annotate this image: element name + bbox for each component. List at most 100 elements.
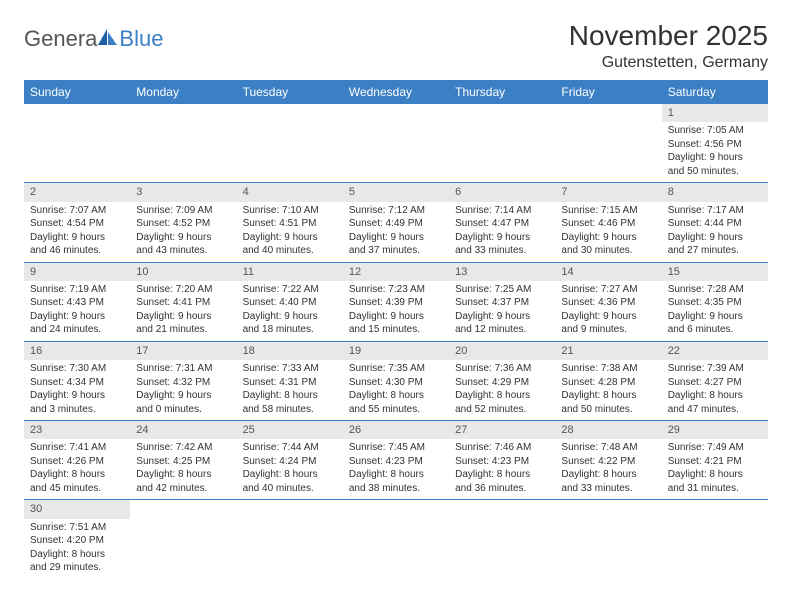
sunset-text: Sunset: 4:37 PM	[455, 296, 549, 310]
daylight-text: and 37 minutes.	[349, 244, 443, 258]
day-info: Sunrise: 7:23 AMSunset: 4:39 PMDaylight:…	[343, 281, 449, 341]
day-number: 14	[555, 263, 661, 281]
sunset-text: Sunset: 4:26 PM	[30, 455, 124, 469]
calendar-day-cell: 13Sunrise: 7:25 AMSunset: 4:37 PMDayligh…	[449, 262, 555, 341]
weekday-header: Wednesday	[343, 80, 449, 104]
calendar-day-cell: 11Sunrise: 7:22 AMSunset: 4:40 PMDayligh…	[237, 262, 343, 341]
daylight-text: and 31 minutes.	[668, 482, 762, 496]
calendar-day-cell	[237, 104, 343, 183]
calendar-day-cell	[662, 500, 768, 579]
calendar-day-cell: 6Sunrise: 7:14 AMSunset: 4:47 PMDaylight…	[449, 183, 555, 262]
day-info: Sunrise: 7:44 AMSunset: 4:24 PMDaylight:…	[237, 439, 343, 499]
daylight-text: and 55 minutes.	[349, 403, 443, 417]
day-info: Sunrise: 7:41 AMSunset: 4:26 PMDaylight:…	[24, 439, 130, 499]
sunset-text: Sunset: 4:34 PM	[30, 376, 124, 390]
daylight-text: Daylight: 9 hours	[136, 231, 230, 245]
calendar-day-cell	[449, 104, 555, 183]
calendar-day-cell	[24, 104, 130, 183]
sunrise-text: Sunrise: 7:41 AM	[30, 441, 124, 455]
daylight-text: and 38 minutes.	[349, 482, 443, 496]
calendar-day-cell	[130, 104, 236, 183]
calendar-week-row: 2Sunrise: 7:07 AMSunset: 4:54 PMDaylight…	[24, 183, 768, 262]
sunrise-text: Sunrise: 7:38 AM	[561, 362, 655, 376]
day-info: Sunrise: 7:07 AMSunset: 4:54 PMDaylight:…	[24, 202, 130, 262]
sunset-text: Sunset: 4:46 PM	[561, 217, 655, 231]
sunset-text: Sunset: 4:51 PM	[243, 217, 337, 231]
day-number: 29	[662, 421, 768, 439]
daylight-text: and 30 minutes.	[561, 244, 655, 258]
sunset-text: Sunset: 4:23 PM	[349, 455, 443, 469]
sunrise-text: Sunrise: 7:51 AM	[30, 521, 124, 535]
day-number: 13	[449, 263, 555, 281]
daylight-text: Daylight: 9 hours	[668, 231, 762, 245]
sunset-text: Sunset: 4:41 PM	[136, 296, 230, 310]
logo-sail-icon	[97, 27, 119, 52]
day-info: Sunrise: 7:36 AMSunset: 4:29 PMDaylight:…	[449, 360, 555, 420]
sunset-text: Sunset: 4:23 PM	[455, 455, 549, 469]
calendar-week-row: 23Sunrise: 7:41 AMSunset: 4:26 PMDayligh…	[24, 421, 768, 500]
day-info: Sunrise: 7:48 AMSunset: 4:22 PMDaylight:…	[555, 439, 661, 499]
calendar-day-cell	[555, 500, 661, 579]
daylight-text: Daylight: 9 hours	[561, 310, 655, 324]
day-number: 28	[555, 421, 661, 439]
sunrise-text: Sunrise: 7:42 AM	[136, 441, 230, 455]
day-number: 18	[237, 342, 343, 360]
sunrise-text: Sunrise: 7:44 AM	[243, 441, 337, 455]
daylight-text: Daylight: 9 hours	[136, 310, 230, 324]
calendar-day-cell: 24Sunrise: 7:42 AMSunset: 4:25 PMDayligh…	[130, 421, 236, 500]
day-info: Sunrise: 7:14 AMSunset: 4:47 PMDaylight:…	[449, 202, 555, 262]
weekday-header: Saturday	[662, 80, 768, 104]
daylight-text: and 45 minutes.	[30, 482, 124, 496]
sunset-text: Sunset: 4:22 PM	[561, 455, 655, 469]
day-number: 24	[130, 421, 236, 439]
weekday-header: Monday	[130, 80, 236, 104]
day-info: Sunrise: 7:17 AMSunset: 4:44 PMDaylight:…	[662, 202, 768, 262]
day-info: Sunrise: 7:12 AMSunset: 4:49 PMDaylight:…	[343, 202, 449, 262]
sunrise-text: Sunrise: 7:33 AM	[243, 362, 337, 376]
day-info: Sunrise: 7:45 AMSunset: 4:23 PMDaylight:…	[343, 439, 449, 499]
calendar-day-cell: 14Sunrise: 7:27 AMSunset: 4:36 PMDayligh…	[555, 262, 661, 341]
daylight-text: Daylight: 9 hours	[30, 231, 124, 245]
daylight-text: and 40 minutes.	[243, 482, 337, 496]
daylight-text: and 50 minutes.	[561, 403, 655, 417]
day-info: Sunrise: 7:25 AMSunset: 4:37 PMDaylight:…	[449, 281, 555, 341]
day-number: 19	[343, 342, 449, 360]
day-number: 2	[24, 183, 130, 201]
daylight-text: Daylight: 8 hours	[243, 468, 337, 482]
sunset-text: Sunset: 4:49 PM	[349, 217, 443, 231]
day-number: 16	[24, 342, 130, 360]
daylight-text: Daylight: 8 hours	[30, 548, 124, 562]
daylight-text: and 12 minutes.	[455, 323, 549, 337]
daylight-text: and 40 minutes.	[243, 244, 337, 258]
page: Genera Blue November 2025 Gutenstetten, …	[0, 0, 792, 599]
daylight-text: and 50 minutes.	[668, 165, 762, 179]
day-number: 26	[343, 421, 449, 439]
daylight-text: and 29 minutes.	[30, 561, 124, 575]
sunrise-text: Sunrise: 7:09 AM	[136, 204, 230, 218]
day-info: Sunrise: 7:28 AMSunset: 4:35 PMDaylight:…	[662, 281, 768, 341]
calendar-day-cell	[343, 500, 449, 579]
calendar-day-cell: 2Sunrise: 7:07 AMSunset: 4:54 PMDaylight…	[24, 183, 130, 262]
sunrise-text: Sunrise: 7:07 AM	[30, 204, 124, 218]
daylight-text: and 3 minutes.	[30, 403, 124, 417]
day-number: 7	[555, 183, 661, 201]
sunrise-text: Sunrise: 7:12 AM	[349, 204, 443, 218]
daylight-text: Daylight: 9 hours	[349, 231, 443, 245]
day-info: Sunrise: 7:35 AMSunset: 4:30 PMDaylight:…	[343, 360, 449, 420]
logo-text-part1: Genera	[24, 26, 97, 52]
daylight-text: and 36 minutes.	[455, 482, 549, 496]
calendar-day-cell: 5Sunrise: 7:12 AMSunset: 4:49 PMDaylight…	[343, 183, 449, 262]
day-number: 1	[662, 104, 768, 122]
day-info: Sunrise: 7:33 AMSunset: 4:31 PMDaylight:…	[237, 360, 343, 420]
day-info: Sunrise: 7:22 AMSunset: 4:40 PMDaylight:…	[237, 281, 343, 341]
day-info: Sunrise: 7:42 AMSunset: 4:25 PMDaylight:…	[130, 439, 236, 499]
sunrise-text: Sunrise: 7:48 AM	[561, 441, 655, 455]
daylight-text: and 47 minutes.	[668, 403, 762, 417]
daylight-text: and 18 minutes.	[243, 323, 337, 337]
day-info: Sunrise: 7:19 AMSunset: 4:43 PMDaylight:…	[24, 281, 130, 341]
sunrise-text: Sunrise: 7:17 AM	[668, 204, 762, 218]
daylight-text: Daylight: 8 hours	[455, 468, 549, 482]
daylight-text: and 58 minutes.	[243, 403, 337, 417]
calendar-day-cell: 16Sunrise: 7:30 AMSunset: 4:34 PMDayligh…	[24, 341, 130, 420]
weekday-header: Sunday	[24, 80, 130, 104]
